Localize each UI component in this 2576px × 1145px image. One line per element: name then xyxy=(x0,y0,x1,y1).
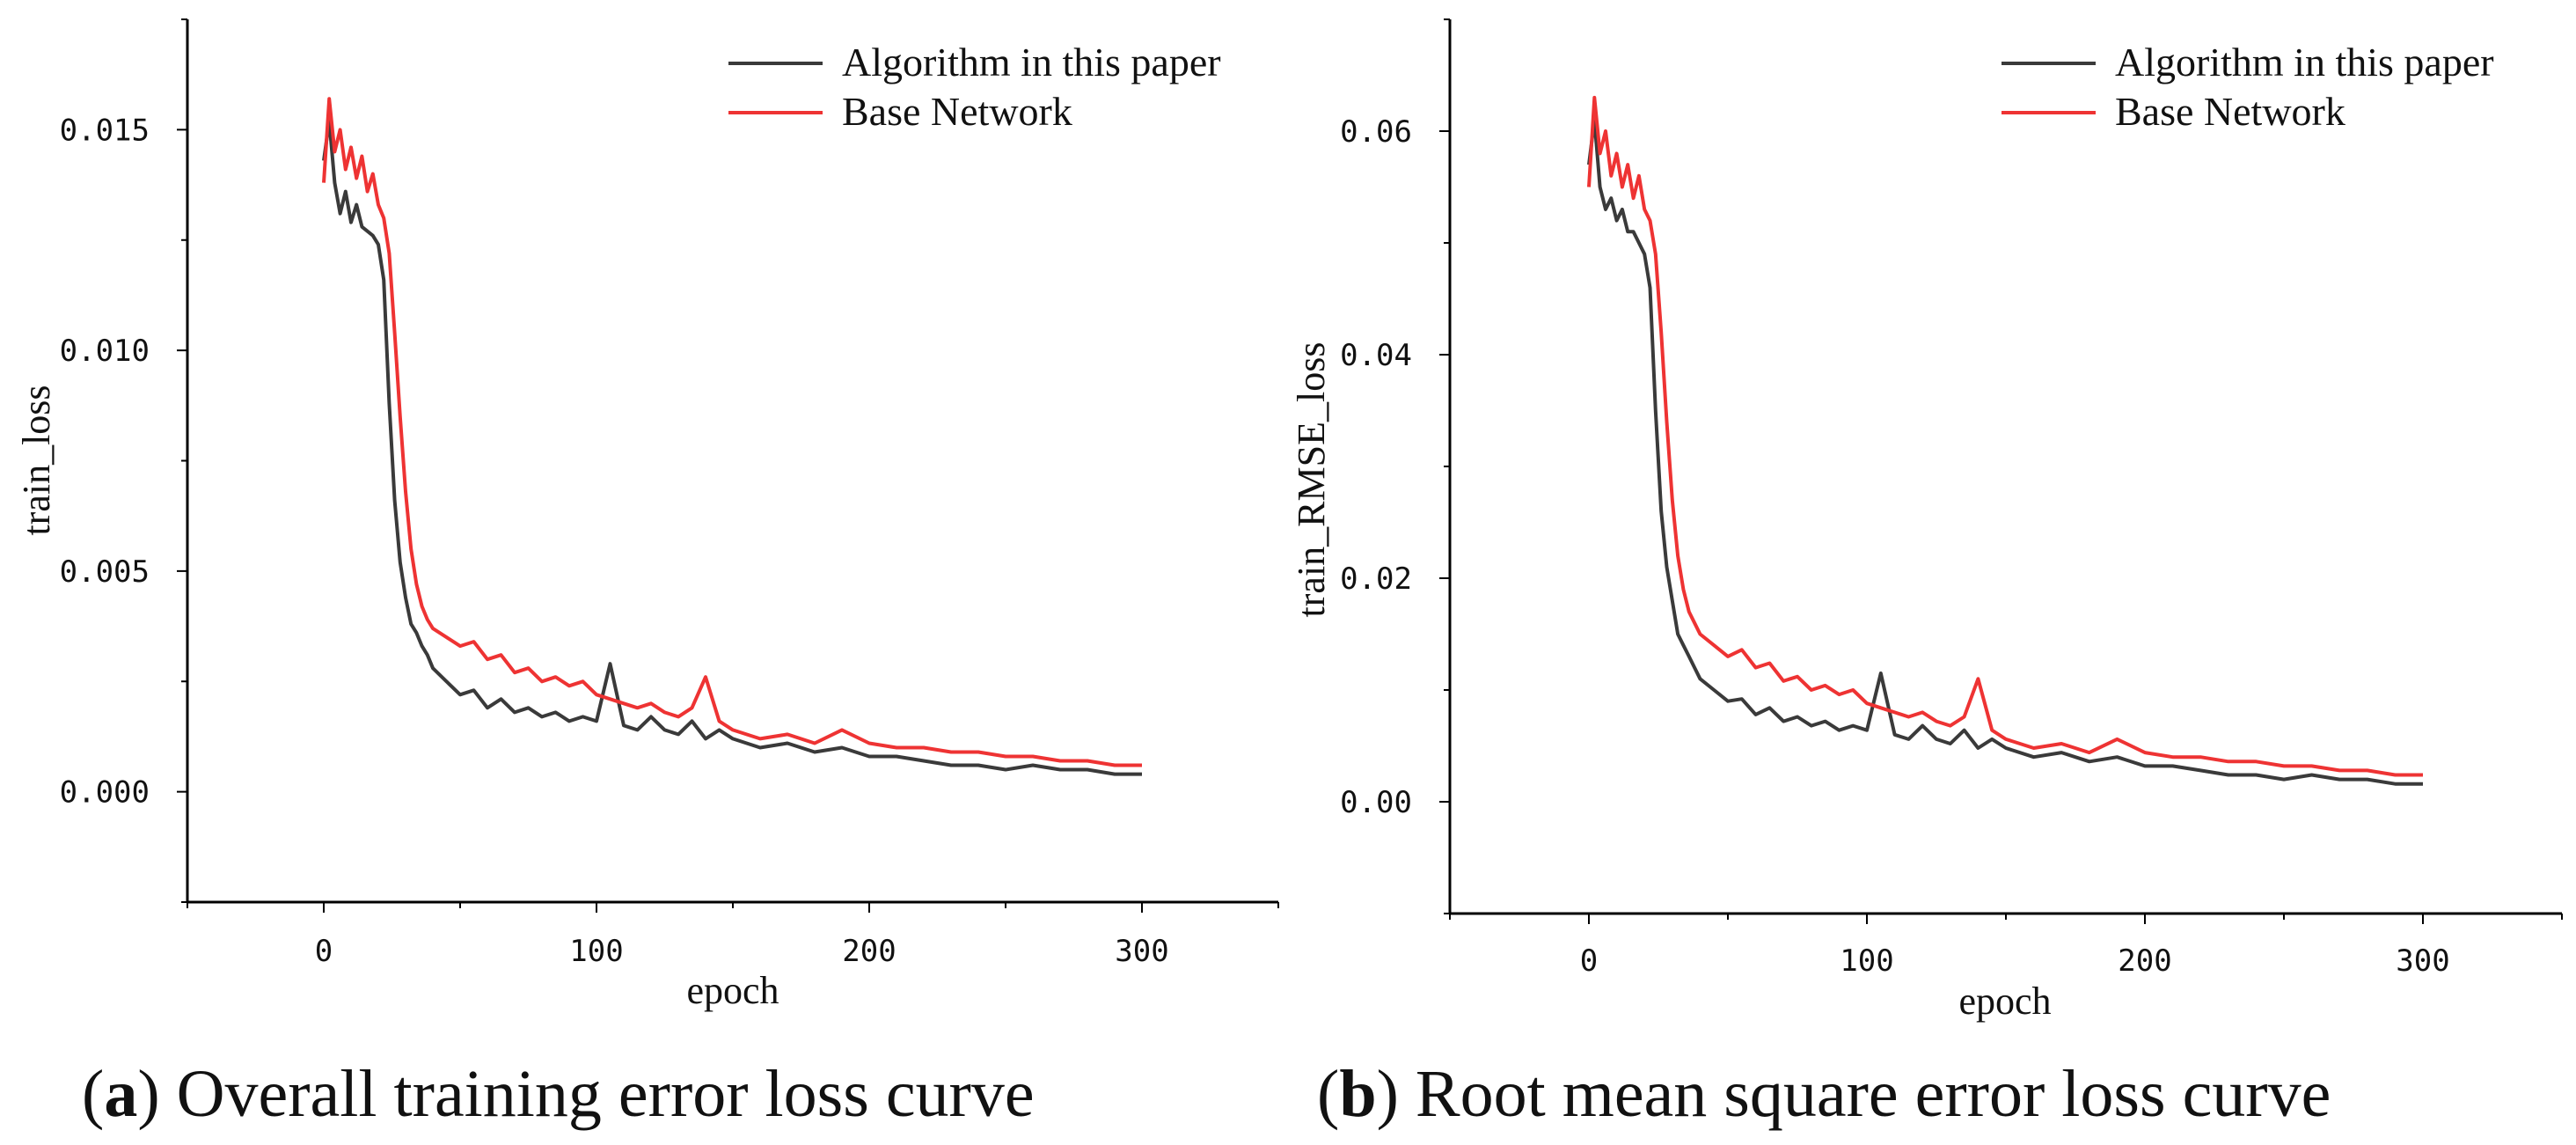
x-tick-label-a: 100 xyxy=(569,934,623,969)
x-tick-label-b: 100 xyxy=(1840,943,1893,979)
y-axis-label-b: train_RMSE_loss xyxy=(1290,342,1333,618)
x-axis-label-b: epoch xyxy=(1958,980,2051,1023)
x-tick-label-a: 0 xyxy=(315,934,333,969)
caption-a-text: Overall training error loss curve xyxy=(177,1057,1035,1131)
series-line-algorithm-a xyxy=(322,119,1142,776)
legend-b: Algorithm in this paper Base Network xyxy=(2002,40,2494,134)
series-lines-a xyxy=(322,97,1142,776)
y-ticks-b: 0.00 0.02 0.04 0.06 xyxy=(1340,18,1450,914)
y-tick-label-a: 0.000 xyxy=(60,775,150,811)
series-lines-b xyxy=(1587,95,2423,786)
chart-panel-b: 0.00 0.02 0.04 0.06 0 100 200 300 epoch train_… xyxy=(1290,18,2563,1023)
chart-panel-a: 0.000 0.005 0.010 0.015 0 100 200 300 epoch tr… xyxy=(15,18,1279,1012)
series-line-algorithm-b xyxy=(1587,118,2423,786)
series-line-base-network-b xyxy=(1587,95,2423,777)
y-tick-label-b: 0.00 xyxy=(1340,785,1412,820)
caption-a-letter: a xyxy=(104,1057,137,1131)
legend-label-base-a: Base Network xyxy=(842,89,1072,134)
x-tick-label-b: 0 xyxy=(1580,943,1598,979)
x-tick-label-b: 300 xyxy=(2396,943,2449,979)
series-line-base-network-a xyxy=(322,97,1142,767)
legend-label-base-b: Base Network xyxy=(2115,89,2345,134)
y-axis-label-a: train_loss xyxy=(15,385,58,535)
y-tick-label-b: 0.04 xyxy=(1340,338,1412,373)
x-tick-label-b: 200 xyxy=(2118,943,2171,979)
x-tick-label-a: 200 xyxy=(842,934,896,969)
caption-b: (b) Root mean square error loss curve xyxy=(1317,1057,2331,1131)
y-tick-label-b: 0.06 xyxy=(1340,114,1412,150)
x-axis-label-a: epoch xyxy=(686,969,779,1012)
x-ticks-b: 0 100 200 300 xyxy=(1449,914,2563,979)
y-ticks-a: 0.000 0.005 0.010 0.015 xyxy=(60,18,187,903)
x-tick-label-a: 300 xyxy=(1115,934,1168,969)
legend-a: Algorithm in this paper Base Network xyxy=(728,40,1221,134)
y-tick-label-a: 0.010 xyxy=(60,334,150,369)
caption-b-text: Root mean square error loss curve xyxy=(1416,1057,2331,1131)
caption-b-letter: b xyxy=(1339,1057,1376,1131)
x-ticks-a: 0 100 200 300 xyxy=(187,902,1279,969)
legend-label-algorithm-a: Algorithm in this paper xyxy=(842,40,1221,84)
caption-a: (a) Overall training error loss curve xyxy=(82,1057,1035,1131)
y-tick-label-a: 0.015 xyxy=(60,113,150,148)
legend-label-algorithm-b: Algorithm in this paper xyxy=(2115,40,2494,84)
y-tick-label-b: 0.02 xyxy=(1340,561,1412,597)
y-tick-label-a: 0.005 xyxy=(60,554,150,590)
